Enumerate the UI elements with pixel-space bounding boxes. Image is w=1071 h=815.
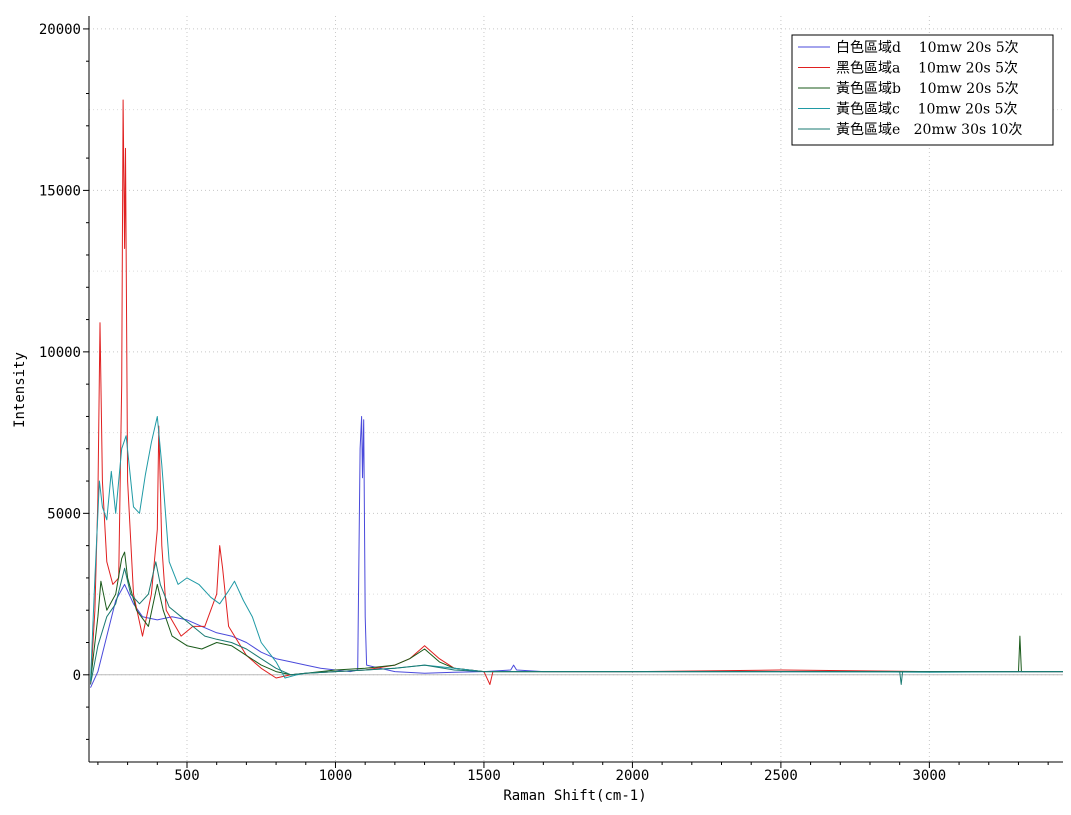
legend-label-4: 黃色區域c 10mw 20s 5次 [836, 101, 1018, 118]
legend-label-2: 黑色區域a 10mw 20s 5次 [836, 60, 1018, 77]
grid-layer [89, 16, 1063, 762]
y-tick-label: 15000 [39, 183, 81, 199]
x-tick-label: 2000 [616, 768, 650, 784]
series-layer [90, 99, 1064, 688]
legend-box [791, 34, 1054, 146]
x-tick-label: 3000 [913, 768, 947, 784]
y-tick-label: 5000 [47, 506, 81, 522]
legend-label-3: 黃色區域b 10mw 20s 5次 [836, 80, 1019, 97]
series-line-5 [90, 561, 1063, 685]
series-line-1 [90, 416, 1063, 688]
x-tick-label: 1500 [467, 768, 501, 784]
x-axis-title: Raman Shift(cm-1) [503, 788, 646, 804]
series-line-3 [90, 551, 1063, 682]
x-tick-label: 500 [174, 768, 199, 784]
x-tick-label: 2500 [764, 768, 798, 784]
y-tick-label: 20000 [39, 22, 81, 38]
x-tick-label: 1000 [319, 768, 353, 784]
series-line-2 [90, 99, 1063, 685]
series-line-4 [90, 416, 1064, 682]
axes-layer: 500 1000 1500 2000 2500 3000 0 5000 10000 15000 20… [39, 16, 1063, 784]
y-tick-label: 0 [73, 668, 81, 684]
legend-label-1: 白色區域d 10mw 20s 5次 [836, 39, 1019, 56]
y-axis-title: Intensity [12, 352, 28, 428]
y-tick-label: 10000 [39, 345, 81, 361]
legend-label-5: 黃色區域e 20mw 30s 10次 [836, 121, 1022, 138]
